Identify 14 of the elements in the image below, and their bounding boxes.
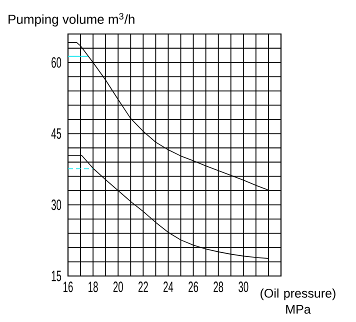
y-tick-label: 45 xyxy=(51,128,62,139)
x-tick-label: 18 xyxy=(88,282,98,292)
y-tick-label: 30 xyxy=(51,200,62,210)
y-axis-title: Pumping volume m$^{3}$/h xyxy=(8,13,134,26)
x-tick-label: 28 xyxy=(214,282,224,292)
x-tick-label: 16 xyxy=(64,282,73,292)
x-tick-label: 26 xyxy=(188,282,198,292)
x-tick-label: 20 xyxy=(113,282,123,292)
x-tick-label: 22 xyxy=(138,282,148,292)
x-tick-label: 24 xyxy=(164,282,174,292)
y-tick-label: 60 xyxy=(52,57,62,68)
x-tick-label: 30 xyxy=(238,282,248,292)
x-axis-title: (Oil pressure) MPa xyxy=(260,288,336,314)
y-tick-label: 15 xyxy=(52,270,62,282)
